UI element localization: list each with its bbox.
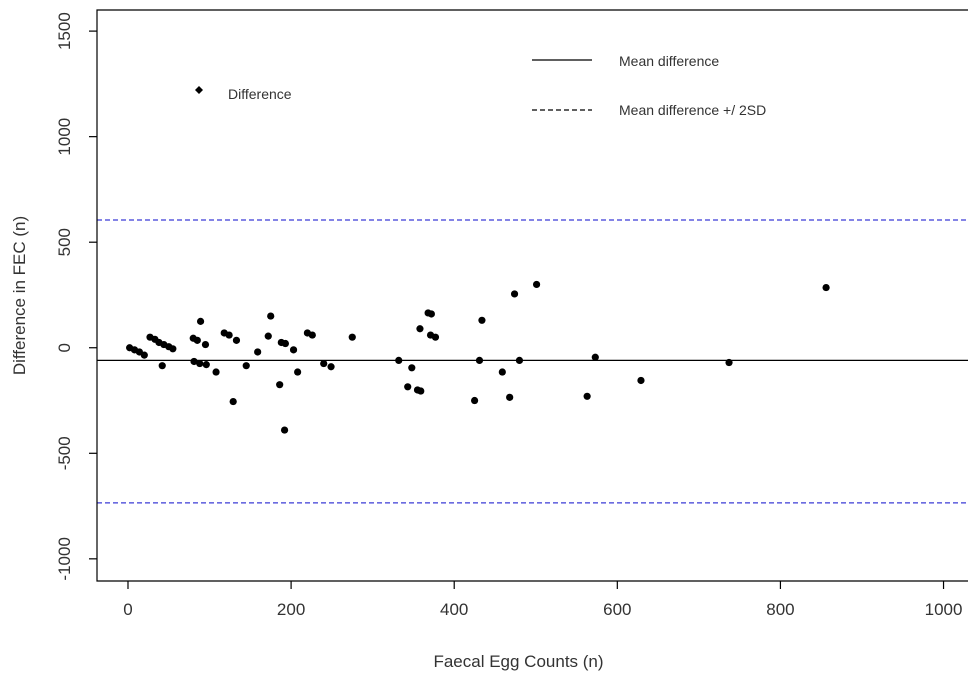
data-point xyxy=(229,397,237,406)
x-tick-label: 200 xyxy=(277,600,305,619)
data-point xyxy=(202,361,210,369)
legend-mean-difference-label: Mean difference xyxy=(619,53,719,69)
data-point xyxy=(225,331,233,339)
data-point xyxy=(431,333,440,341)
plot-frame xyxy=(96,9,968,582)
data-point xyxy=(725,358,733,367)
x-axis-title: Faecal Egg Counts (n) xyxy=(433,652,603,671)
data-point xyxy=(264,332,272,340)
legend-2sd-label: Mean difference +/ 2SD xyxy=(619,102,766,118)
data-point xyxy=(470,396,479,405)
x-tick-label: 400 xyxy=(440,600,468,619)
data-point xyxy=(193,336,201,344)
y-tick-label: 1000 xyxy=(55,118,74,156)
data-point xyxy=(416,325,424,333)
data-point xyxy=(232,336,241,344)
x-tick-label: 600 xyxy=(603,600,631,619)
data-point xyxy=(637,376,645,385)
data-point xyxy=(276,381,284,389)
data-point xyxy=(308,331,316,339)
data-point xyxy=(254,348,262,356)
data-point xyxy=(280,426,289,434)
x-tick-label: 0 xyxy=(123,600,132,619)
y-tick-label: -1000 xyxy=(55,537,74,580)
data-point xyxy=(532,280,541,289)
data-point xyxy=(289,346,298,354)
data-point xyxy=(267,312,275,320)
data-point xyxy=(478,316,486,324)
data-point xyxy=(158,362,166,370)
data-point xyxy=(196,317,205,325)
y-tick-label: 0 xyxy=(55,343,74,352)
data-point xyxy=(417,387,425,395)
data-point xyxy=(475,356,484,365)
y-tick-label: -500 xyxy=(55,436,74,470)
data-point xyxy=(408,364,416,372)
x-tick-label: 800 xyxy=(766,600,794,619)
y-axis-title: Difference in FEC (n) xyxy=(10,216,29,375)
data-point xyxy=(212,368,220,376)
y-tick-label: 1500 xyxy=(55,12,74,50)
data-point xyxy=(591,353,599,361)
data-point xyxy=(427,310,435,318)
data-point xyxy=(294,368,302,376)
data-point xyxy=(190,357,198,366)
data-point xyxy=(196,359,204,368)
data-point xyxy=(822,283,830,292)
data-point xyxy=(320,359,328,368)
data-point xyxy=(327,363,335,371)
legend-diamond-marker xyxy=(195,86,203,94)
data-point xyxy=(498,368,506,376)
data-point xyxy=(404,383,412,391)
data-point xyxy=(515,356,524,365)
data-point xyxy=(281,339,289,348)
data-point xyxy=(506,393,514,401)
y-tick-label: 500 xyxy=(55,228,74,256)
data-point xyxy=(140,351,148,359)
data-point xyxy=(583,392,591,400)
data-point xyxy=(348,333,356,341)
data-point xyxy=(169,345,177,353)
data-point xyxy=(395,356,403,365)
x-tick-label: 1000 xyxy=(925,600,963,619)
data-point xyxy=(510,290,519,298)
data-point xyxy=(242,362,250,370)
data-point xyxy=(201,340,210,349)
legend-difference-label: Difference xyxy=(228,86,292,102)
